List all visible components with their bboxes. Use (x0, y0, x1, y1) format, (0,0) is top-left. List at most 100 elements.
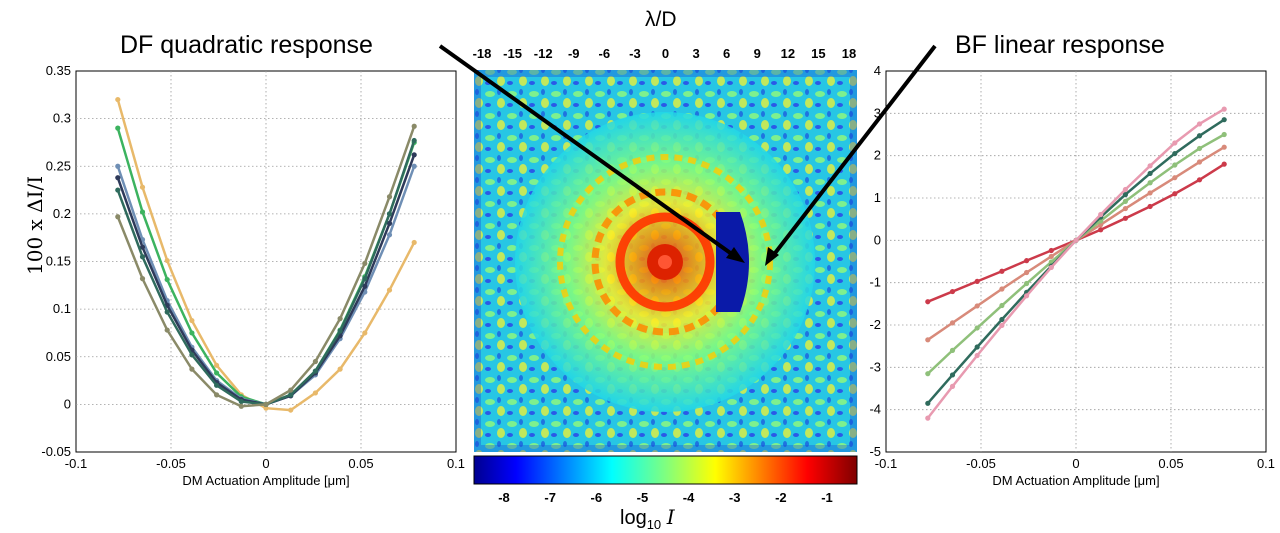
right-ytick-label: -3 (869, 359, 881, 374)
df-ticks: -0.1 -0.05 0 0.05 0.1-0.0500.050.10.150.20.2… (41, 63, 465, 471)
right-point-pink (974, 352, 980, 359)
left-point-teal (312, 368, 318, 374)
right-point-lightgreen (999, 302, 1005, 309)
lambda-d-tick-label: 0 (662, 46, 669, 61)
bf-grid (886, 71, 1266, 452)
right-point-lightgreen (1196, 145, 1203, 152)
left-point-teal (189, 352, 195, 358)
left-ytick-label: 0.05 (46, 349, 71, 364)
left-point-olive (214, 392, 220, 398)
right-point-darkteal (974, 344, 980, 350)
right-ytick-label: 1 (874, 190, 881, 205)
right-point-red (1122, 215, 1128, 221)
left-point-green (139, 209, 146, 215)
right-point-pink (999, 322, 1005, 329)
left-ytick-label: 0.2 (53, 206, 71, 221)
left-xtick-label: -0.05 (156, 456, 186, 471)
left-point-navy (115, 175, 121, 181)
lambda-d-tick-label: -12 (534, 46, 553, 61)
right-point-salmon (974, 303, 980, 309)
bf-arrow (765, 44, 937, 266)
lambda-d-ticks: -18 -15 -12 -9 -6 -3 0 3 6 9 12 15 18 (473, 46, 857, 61)
colorbar: -8 -7 -6 -5 -4 -3 -2 -1 (473, 455, 858, 505)
right-point-lightgreen (1122, 198, 1128, 204)
right-point-red (925, 299, 931, 305)
left-point-olive (164, 327, 170, 333)
left-point-green (115, 125, 121, 131)
right-ytick-label: -5 (869, 444, 881, 459)
left-point-teal (214, 382, 220, 388)
lambda-d-tick-label: 15 (811, 46, 825, 61)
df-xlabel: DM Actuation Amplitude [μm] (182, 473, 349, 488)
left-point-green (214, 370, 220, 376)
left-ytick-label: 0.25 (46, 158, 71, 173)
left-xtick-label: -0.1 (65, 456, 87, 471)
left-point-steelblue (386, 232, 393, 238)
colorbar-tick-label: -5 (637, 490, 649, 505)
lambda-d-label: λ/D (645, 8, 677, 31)
left-point-teal (288, 392, 294, 398)
right-point-salmon (1221, 144, 1227, 150)
colorbar-gradient (473, 455, 858, 485)
left-xtick-label: 0.1 (447, 456, 465, 471)
left-point-gold (115, 96, 121, 103)
right-point-lightgreen (1221, 131, 1227, 138)
right-point-darkteal (1172, 150, 1178, 157)
right-point-pink (949, 383, 956, 389)
right-point-red (1048, 247, 1054, 254)
right-point-salmon (999, 286, 1005, 292)
left-point-teal (238, 398, 244, 405)
right-point-pink (1073, 237, 1079, 243)
left-point-olive (337, 316, 343, 322)
right-point-salmon (949, 320, 956, 326)
colorbar-tick-label: -2 (775, 490, 787, 505)
right-xtick-label: 0 (1072, 456, 1079, 471)
left-point-olive (189, 366, 195, 372)
right-point-pink (925, 415, 931, 421)
left-point-olive (411, 123, 417, 129)
left-point-navy (362, 283, 368, 289)
lambda-d-tick-label: 6 (723, 46, 730, 61)
colorbar-label-log: log (620, 507, 647, 529)
left-xtick-label: 0 (262, 456, 269, 471)
right-point-darkteal (1221, 117, 1227, 123)
bf-ticks: -0.1 -0.05 0 0.05 0.1 -5 -4 -3 -2 -1 0 1 2 3 4 (869, 63, 1275, 471)
left-point-teal (411, 137, 417, 144)
left-point-olive (115, 214, 121, 220)
colorbar-tick-label: -8 (498, 490, 510, 505)
left-xtick-label: 0.05 (348, 456, 373, 471)
left-point-green (164, 276, 170, 283)
left-point-teal (115, 187, 121, 193)
right-point-darkteal (925, 400, 931, 406)
left-point-gold (312, 390, 318, 396)
left-ytick-label: 0.35 (46, 63, 71, 78)
dark-hole-image (474, 70, 857, 452)
right-xtick-label: 0.05 (1158, 456, 1183, 471)
left-point-gold (337, 366, 343, 372)
right-ytick-label: 2 (874, 148, 881, 163)
right-point-darkteal (1122, 192, 1128, 198)
left-point-gold (288, 407, 294, 413)
lambda-d-tick-label: 3 (692, 46, 699, 61)
right-xtick-label: 0.1 (1257, 456, 1275, 471)
right-point-salmon (925, 337, 931, 343)
right-ytick-label: 4 (874, 63, 881, 78)
colorbar-label-var: I (666, 505, 675, 529)
left-point-teal (337, 328, 343, 334)
df-chart: -0.1 -0.05 0 0.05 0.1-0.0500.050.10.150.20.2… (41, 63, 465, 488)
right-point-pink (1048, 264, 1054, 271)
lambda-d-tick-label: -15 (503, 46, 522, 61)
left-point-teal (362, 276, 368, 282)
colorbar-tick-label: -7 (544, 490, 556, 505)
right-point-lightgreen (1147, 180, 1153, 186)
df-arrow (438, 44, 745, 263)
left-point-gold (164, 257, 170, 264)
right-xtick-label: -0.05 (966, 456, 996, 471)
left-point-olive (263, 401, 269, 407)
lambda-d-tick-label: 18 (842, 46, 856, 61)
right-point-red (1098, 227, 1104, 233)
left-point-navy (411, 152, 417, 158)
right-point-lightgreen (1024, 280, 1030, 287)
right-point-pink (1122, 186, 1128, 193)
df-series (115, 96, 417, 413)
